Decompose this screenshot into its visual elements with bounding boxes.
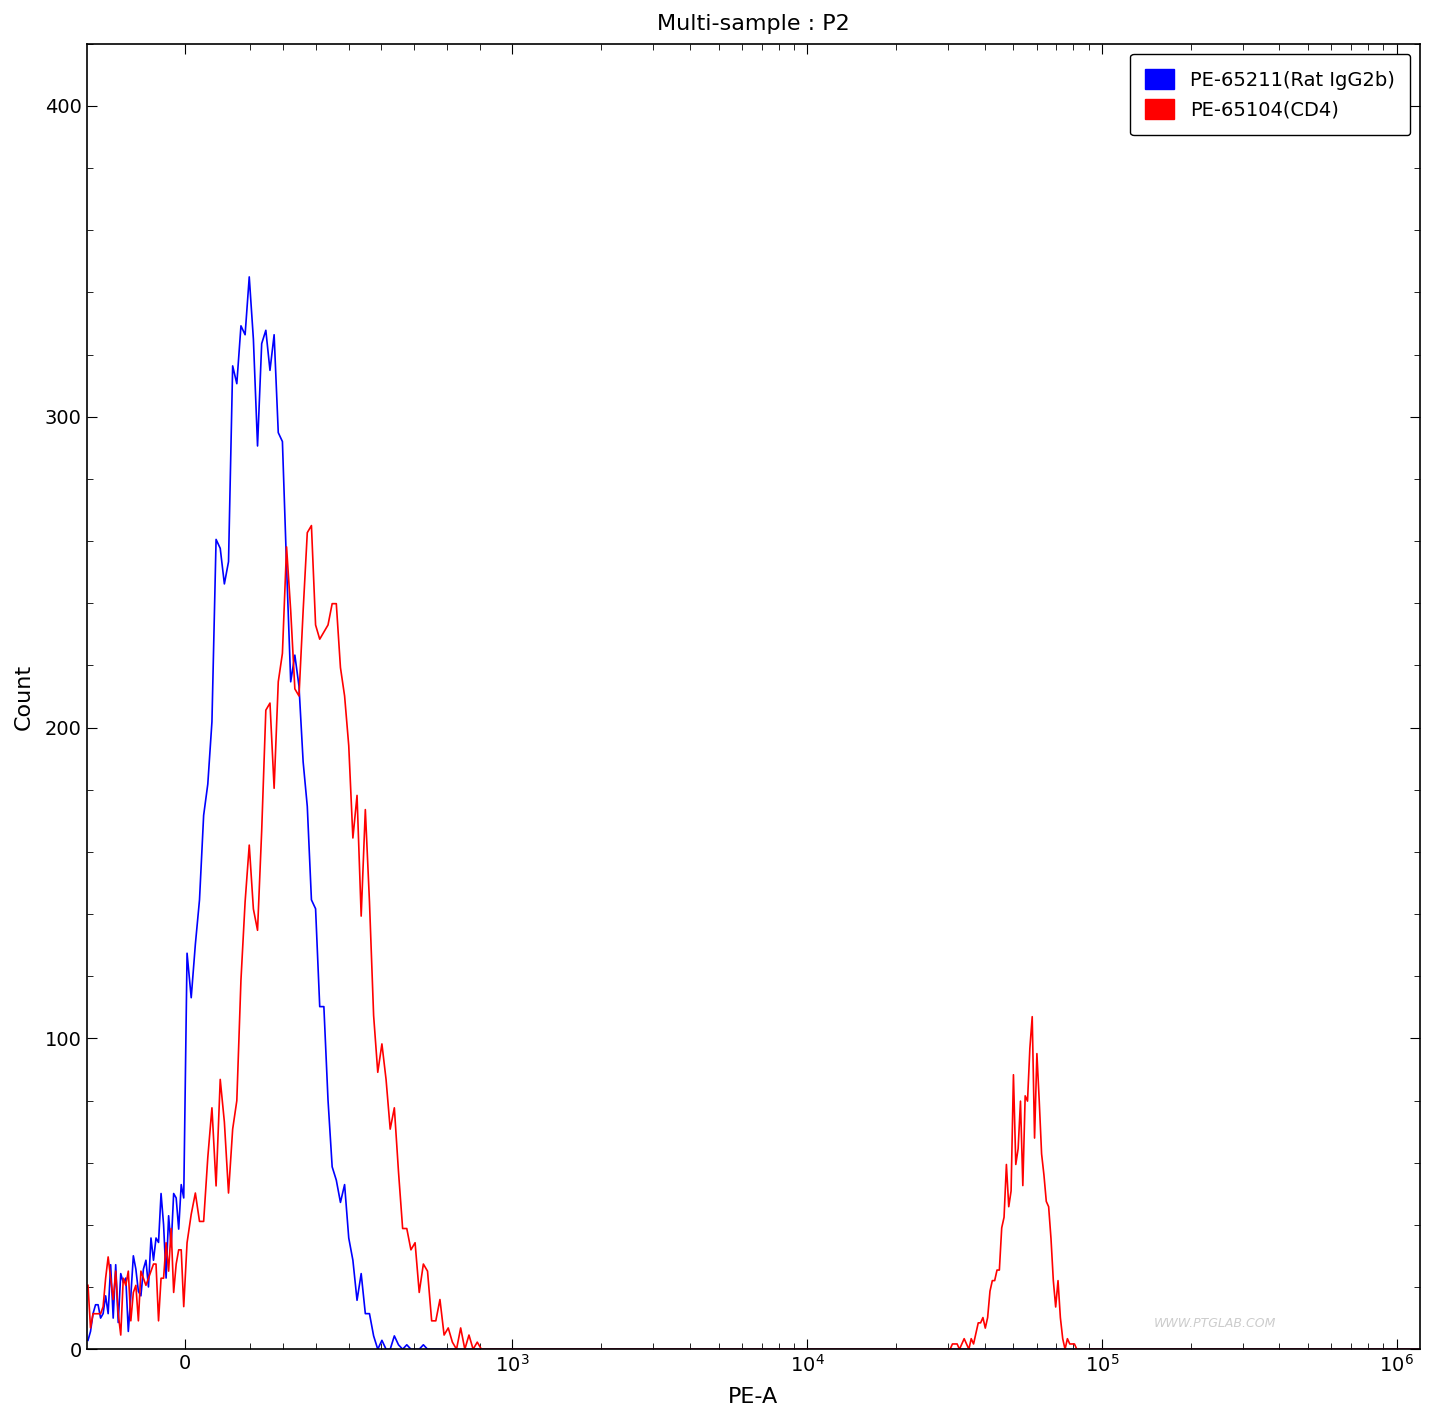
X-axis label: PE-A: PE-A	[728, 1387, 779, 1407]
Legend: PE-65211(Rat IgG2b), PE-65104(CD4): PE-65211(Rat IgG2b), PE-65104(CD4)	[1130, 54, 1411, 135]
Y-axis label: Count: Count	[14, 664, 34, 729]
Text: WWW.PTGLAB.COM: WWW.PTGLAB.COM	[1153, 1317, 1276, 1330]
Title: Multi-sample : P2: Multi-sample : P2	[657, 14, 850, 34]
